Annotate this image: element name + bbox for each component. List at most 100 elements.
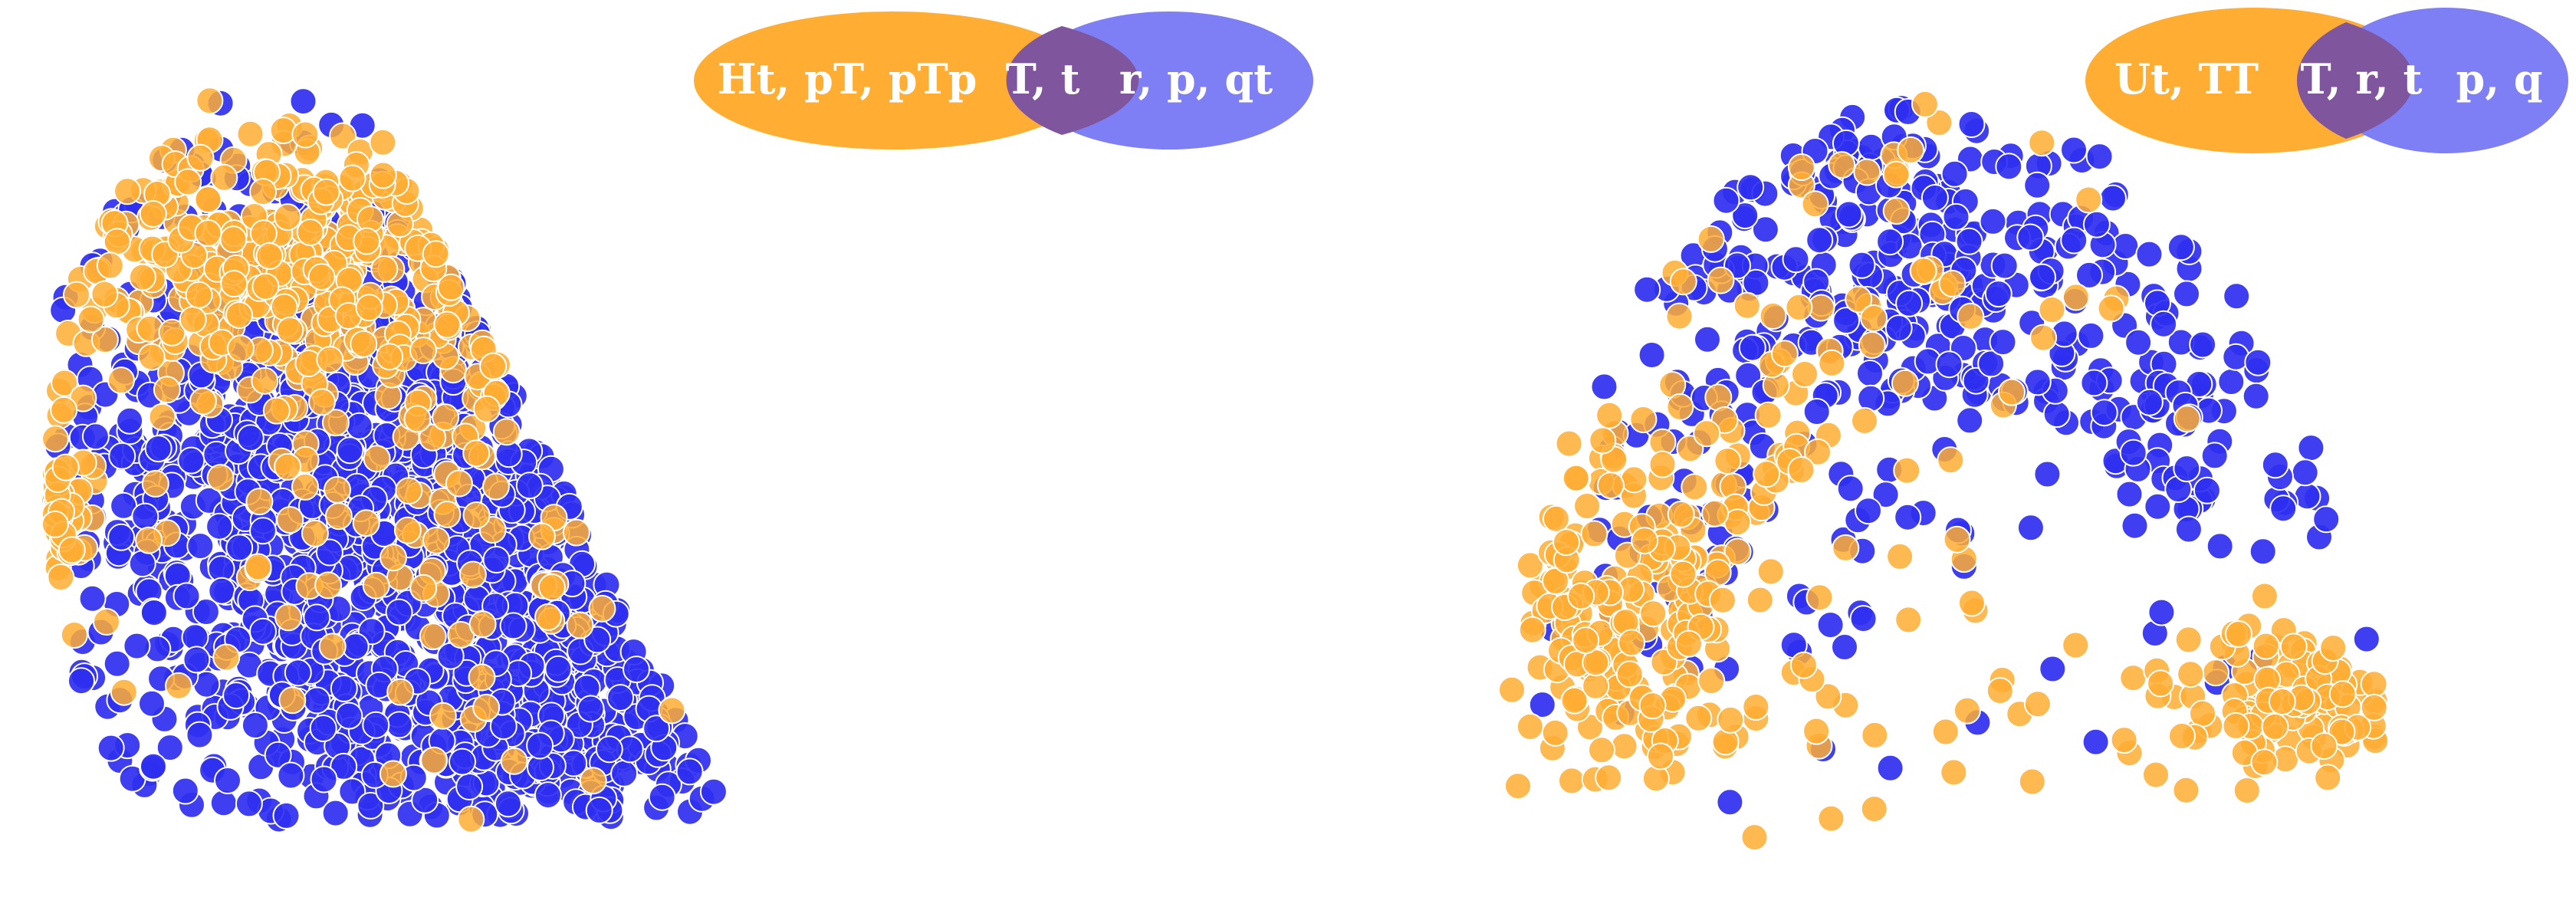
scatter-point-orange: [179, 306, 207, 334]
scatter-point-orange: [1925, 109, 1953, 136]
venn-legend-right: Ut, TT T, r, t p, q: [2085, 8, 2568, 153]
scatter-point-blue: [140, 752, 167, 780]
scatter-point-blue: [2077, 321, 2105, 350]
scatter-point-orange: [2062, 283, 2090, 311]
venn-left-label-right: r, p, qt: [1119, 54, 1273, 104]
scatter-point-orange: [472, 693, 501, 721]
scatter-point-blue: [225, 534, 254, 562]
scatter-point-blue: [610, 759, 639, 787]
scatter-point-blue: [1712, 186, 1740, 215]
scatter-point-orange: [1562, 464, 1590, 492]
scatter-point-orange: [355, 294, 383, 322]
scatter-point-blue: [2039, 655, 2067, 683]
scatter-point-orange: [312, 178, 340, 206]
scatter-point-blue: [264, 741, 292, 769]
scatter-point-orange: [113, 177, 142, 205]
scatter-point-blue: [2016, 514, 2045, 542]
scatter-point-orange: [1754, 401, 1783, 429]
scatter-point-orange: [1704, 383, 1733, 412]
scatter-point-orange: [2314, 764, 2342, 792]
scatter-point-orange: [321, 409, 350, 437]
scatter-point-orange: [107, 366, 135, 395]
scatter-point-orange: [353, 227, 381, 255]
scatter-point-orange: [1818, 349, 1846, 377]
scatter-point-orange: [2029, 324, 2058, 352]
scatter-point-orange: [445, 469, 473, 498]
scatter-point-orange: [479, 352, 508, 380]
scatter-point-orange: [1558, 767, 1585, 795]
scatter-point-orange: [429, 702, 457, 730]
scatter-point-blue: [1831, 633, 1858, 661]
scatter-point-orange: [379, 760, 407, 788]
scatter-point-blue: [2269, 495, 2298, 523]
scatter-point-orange: [41, 510, 69, 538]
scatter-point-blue: [2023, 368, 2052, 396]
scatter-point-orange: [433, 310, 462, 339]
scatter-point-blue: [1737, 173, 1765, 202]
scatter-point-blue: [2016, 223, 2045, 251]
scatter-point-orange: [2189, 699, 2216, 728]
scatter-point-orange: [262, 396, 291, 425]
scatter-point-blue: [1871, 481, 1900, 509]
scatter-point-blue: [235, 790, 263, 818]
scatter-point-blue: [1849, 605, 1878, 633]
scatter-point-orange: [2119, 664, 2147, 692]
scatter-point-orange: [2174, 626, 2203, 654]
scatter-point-blue: [1716, 788, 1744, 816]
scatter-point-blue: [2244, 348, 2272, 376]
scatter-point-orange: [1665, 302, 1694, 330]
scatter-point-blue: [1935, 350, 1963, 379]
scatter-point-orange: [2142, 761, 2170, 789]
scatter-point-orange: [492, 418, 521, 446]
scatter-point-blue: [156, 734, 184, 762]
scatter-point-blue: [186, 721, 214, 749]
scatter-point-orange: [420, 746, 449, 774]
scatter-point-blue: [1884, 314, 1913, 343]
scatter-point-blue: [330, 752, 358, 780]
scatter-point-blue: [2085, 143, 2114, 171]
scatter-point-orange: [2177, 660, 2205, 688]
scatter-point-orange: [462, 501, 491, 529]
scatter-point-orange: [249, 219, 278, 248]
scatter-point-orange: [1639, 600, 1668, 628]
scatter-point-orange: [2202, 659, 2230, 687]
scatter-point-orange: [481, 472, 510, 501]
scatter-point-orange: [1518, 616, 1546, 644]
scatter-point-blue: [1528, 691, 1556, 719]
scatter-point-orange: [2222, 711, 2250, 740]
scatter-point-blue: [1876, 228, 1904, 256]
scatter-point-orange: [77, 305, 105, 334]
scatter-point-orange: [1542, 504, 1570, 533]
scatter-point-blue: [2115, 480, 2144, 508]
scatter-point-orange: [2168, 722, 2196, 750]
scatter-point-blue: [2174, 515, 2203, 544]
scatter-point-orange: [244, 553, 272, 581]
scatter-point-orange: [1802, 717, 1831, 745]
scatter-point-blue: [2135, 240, 2164, 268]
scatter-point-orange: [1648, 450, 1677, 478]
scatter-point-orange: [1753, 460, 1781, 488]
scatter-point-orange: [1828, 151, 1856, 179]
scatter-point-blue: [2075, 261, 2103, 289]
scatter-point-orange: [316, 346, 344, 374]
scatter-point-blue: [606, 684, 635, 712]
scatter-point-orange: [165, 672, 192, 700]
scatter-point-orange: [1693, 419, 1721, 448]
scatter-point-blue: [2249, 537, 2277, 566]
scatter-point-blue: [2060, 136, 2088, 164]
scatter-point-orange: [1787, 153, 1815, 181]
scatter-point-blue: [1956, 406, 1984, 435]
scatter-point-orange: [185, 281, 213, 309]
scatter-point-blue: [116, 406, 144, 435]
scatter-point-blue: [1990, 251, 2019, 280]
scatter-point-blue: [272, 801, 301, 830]
scatter-point-orange: [1893, 456, 1921, 485]
scatter-point-orange: [212, 643, 241, 672]
scatter-point-blue: [385, 711, 413, 739]
scatter-point-orange: [457, 805, 485, 833]
scatter-point-orange: [1787, 456, 1815, 484]
scatter-point-blue: [123, 632, 151, 660]
scatter-point-orange: [270, 293, 298, 321]
scatter-point-orange: [1860, 795, 1888, 823]
scatter-point-orange: [186, 143, 215, 172]
